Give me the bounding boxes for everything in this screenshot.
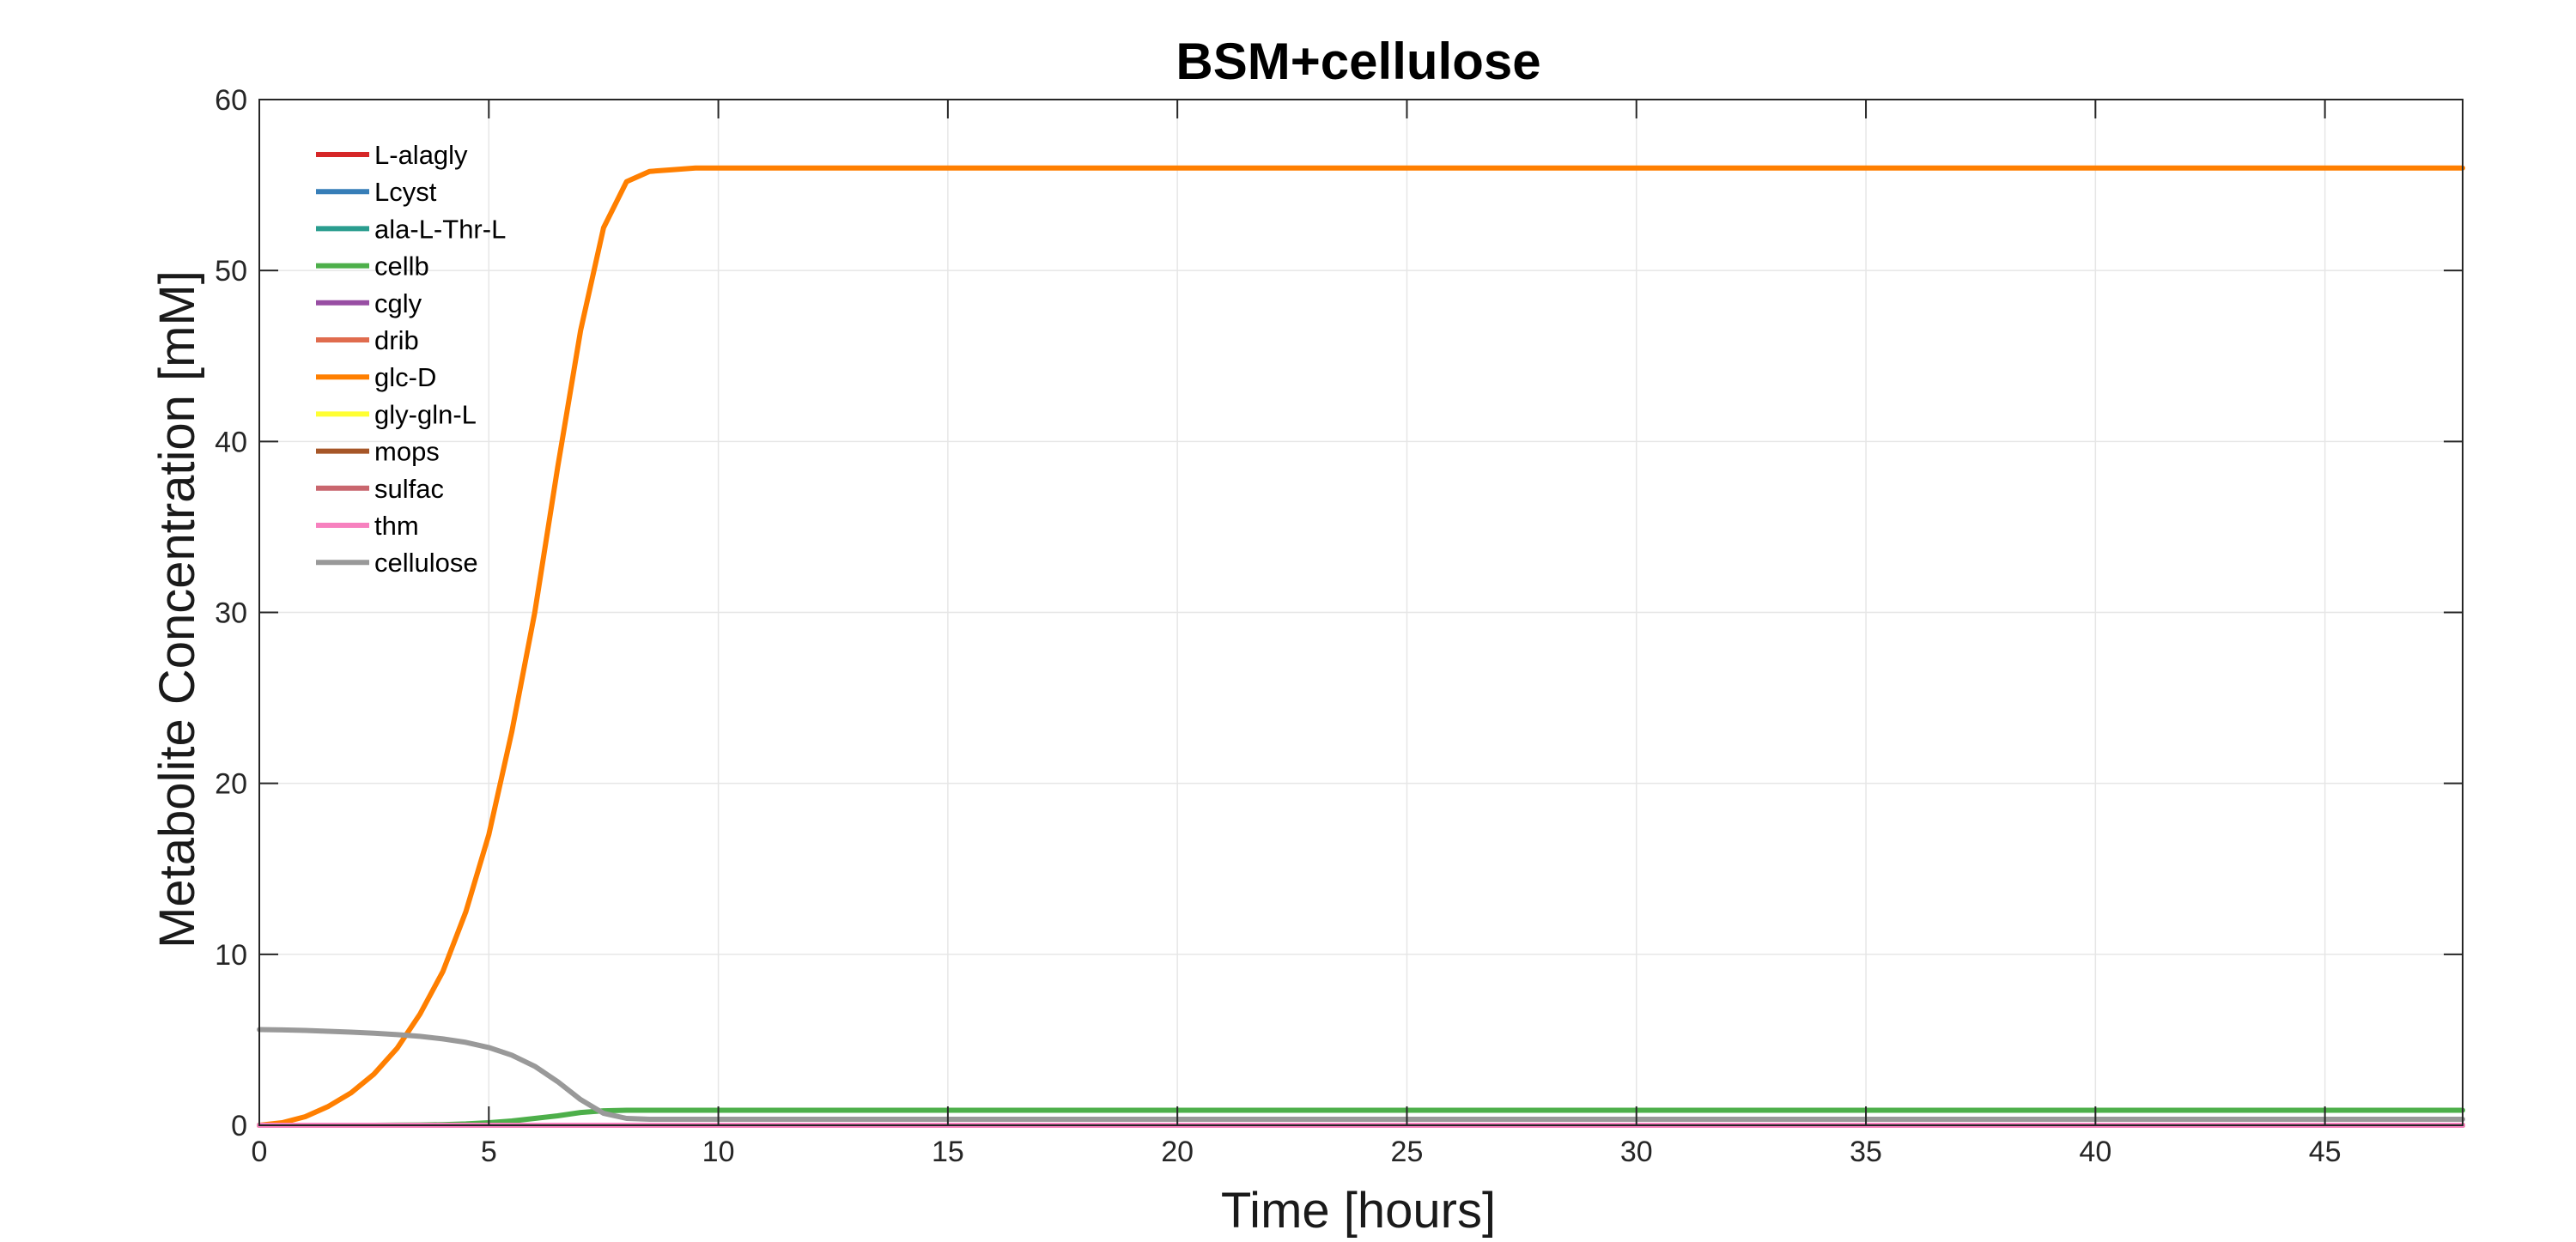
legend-item-glc-d: glc-D <box>316 362 436 392</box>
legend-item-cellulose: cellulose <box>316 548 478 578</box>
legend-label: Lcyst <box>374 177 437 207</box>
series-line-cellulose <box>257 1027 2465 1122</box>
x-tick-label: 0 <box>252 1136 268 1168</box>
x-tick-label: 20 <box>1161 1136 1194 1168</box>
x-tick-label: 30 <box>1620 1136 1653 1168</box>
legend-label: glc-D <box>374 362 436 392</box>
legend-label: drib <box>374 325 419 355</box>
y-tick-label: 30 <box>215 597 247 630</box>
legend-item-ala-l-thr-l: ala-L-Thr-L <box>316 214 506 244</box>
legend-label: thm <box>374 511 419 541</box>
legend-item-sulfac: sulfac <box>316 474 444 504</box>
tick-layer: 0 5 10 15 20 25 30 35 40 45 0 10 20 30 40 50 60 <box>215 84 2463 1168</box>
legend-label: cgly <box>374 288 422 318</box>
legend-item-cellb: cellb <box>316 251 429 282</box>
x-tick-label: 5 <box>481 1136 497 1168</box>
x-tick-label: 45 <box>2309 1136 2342 1168</box>
y-tick-label: 50 <box>215 255 247 288</box>
y-tick-label: 10 <box>215 939 247 972</box>
y-tick-label: 40 <box>215 426 247 458</box>
legend-label: cellb <box>374 251 429 282</box>
x-tick-label: 40 <box>2079 1136 2111 1168</box>
legend-item-thm: thm <box>316 511 419 541</box>
y-tick-label: 0 <box>231 1110 247 1142</box>
x-axis-label: Time [hours] <box>1221 1183 1496 1239</box>
series-line-glc-d <box>257 165 2465 1128</box>
legend-item-drib: drib <box>316 325 419 355</box>
y-tick-label: 20 <box>215 768 247 801</box>
x-tick-label: 25 <box>1391 1136 1424 1168</box>
legend-item-l-alagly: L-alagly <box>316 140 468 170</box>
legend-item-mops: mops <box>316 437 440 467</box>
x-tick-label: 10 <box>702 1136 735 1168</box>
legend: L-alagly Lcyst ala-L-Thr-L cellb cgly drib glc… <box>316 140 506 578</box>
chart-title: BSM+cellulose <box>1176 33 1540 90</box>
legend-label: sulfac <box>374 474 444 504</box>
y-axis-label: Metabolite Concentration [mM] <box>149 270 205 948</box>
x-tick-label: 35 <box>1850 1136 1882 1168</box>
grid-layer <box>258 99 2463 1126</box>
legend-label: mops <box>374 437 440 467</box>
legend-label: cellulose <box>374 548 478 578</box>
x-tick-label: 15 <box>932 1136 964 1168</box>
legend-label: L-alagly <box>374 140 468 170</box>
legend-item-gly-gln-l: gly-gln-L <box>316 399 477 429</box>
legend-item-cgly: cgly <box>316 288 422 318</box>
legend-label: ala-L-Thr-L <box>374 214 506 244</box>
legend-item-lcyst: Lcyst <box>316 177 437 207</box>
legend-label: gly-gln-L <box>374 399 477 429</box>
y-tick-label: 60 <box>215 84 247 117</box>
